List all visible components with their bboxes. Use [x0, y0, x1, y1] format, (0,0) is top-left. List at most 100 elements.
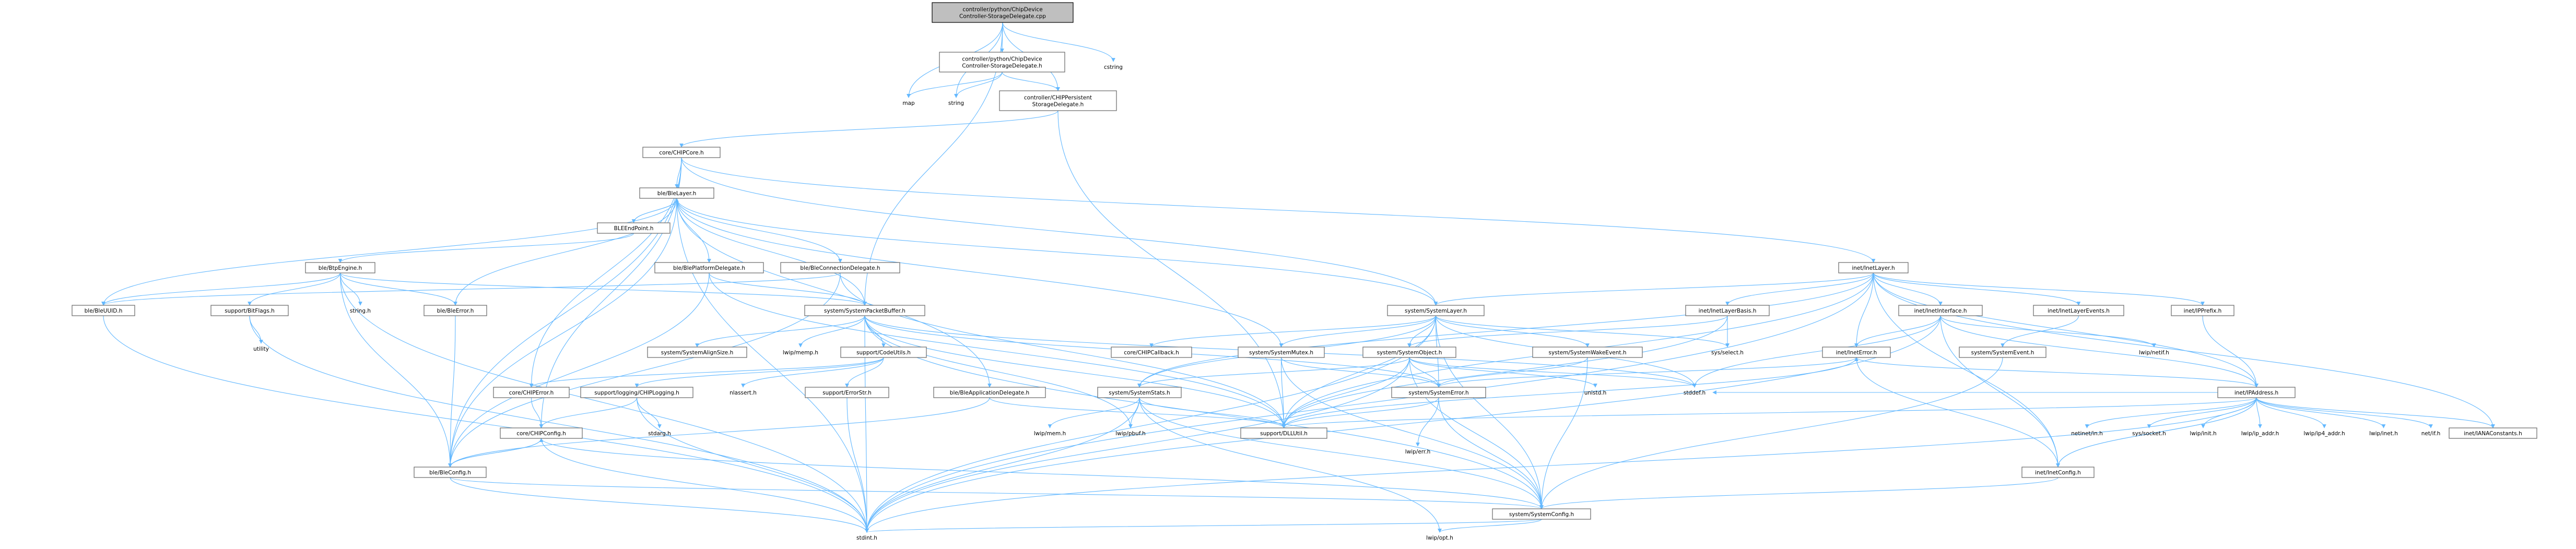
include-edge-bitflags-to-utility	[249, 315, 263, 344]
node-lwipnetif: lwip/netif.h	[2139, 350, 2169, 356]
include-edge-inetiface-to-ipaddr	[1940, 315, 2259, 388]
node-sysselect: sys/select.h	[1711, 350, 1744, 356]
node-label: Controller-StorageDelegate.cpp	[959, 14, 1046, 20]
node-sysevent[interactable]: system/SystemEvent.h	[1959, 347, 2046, 358]
node-wake[interactable]: system/SystemWakeEvent.h	[1532, 347, 1643, 358]
include-edge-bleuuid-to-stdint	[103, 315, 869, 533]
node-codeutils[interactable]: support/CodeUtils.h	[840, 347, 927, 358]
node-bleconn[interactable]: ble/BleConnectionDelegate.h	[780, 262, 900, 273]
node-label: lwip/memp.h	[783, 350, 818, 356]
node-lwipip4: lwip/ip4_addr.h	[2303, 431, 2345, 437]
node-label: system/SystemObject.h	[1377, 350, 1442, 356]
node-logging[interactable]: support/logging/CHIPLogging.h	[580, 387, 693, 398]
node-inetbasis[interactable]: inet/InetLayerBasis.h	[1685, 305, 1770, 316]
include-edge-ipaddr-to-netinet	[2085, 397, 2257, 428]
node-iana[interactable]: inet/IANAConstants.h	[2449, 427, 2537, 439]
node-label: Controller-StorageDelegate.h	[962, 63, 1042, 69]
node-bleplat[interactable]: ble/BlePlatformDelegate.h	[654, 262, 764, 273]
node-sysconfig[interactable]: system/SystemConfig.h	[1492, 508, 1591, 520]
node-errorstr[interactable]: support/ErrorStr.h	[805, 387, 889, 398]
node-persist[interactable]: controller/CHIPPersistentStorageDelegate…	[999, 90, 1117, 111]
node-blelayer[interactable]: ble/BleLayer.h	[639, 187, 714, 199]
include-edge-bleplat-to-dllutil	[709, 272, 1286, 428]
include-edge-inetlayer-to-ipaddr	[1873, 272, 2259, 388]
include-edge-inetbasis-to-sysobj	[1407, 315, 1728, 348]
include-edge-chipconfig-to-stdint	[540, 438, 869, 533]
node-label: system/SystemPacketBuffer.h	[824, 308, 905, 314]
node-spb[interactable]: system/SystemPacketBuffer.h	[804, 305, 925, 316]
node-label: utility	[253, 346, 269, 352]
node-label: inet/InetLayerBasis.h	[1699, 308, 1757, 314]
node-chipconfig[interactable]: core/CHIPConfig.h	[500, 427, 583, 439]
node-chiperror[interactable]: core/CHIPError.h	[493, 387, 570, 398]
node-box-bleconfig	[414, 467, 487, 478]
node-dllutil[interactable]: support/DLLUtil.h	[1240, 427, 1327, 439]
node-root[interactable]: controller/python/ChipDeviceController-S…	[932, 2, 1074, 23]
include-edge-wake-to-syserror	[1437, 357, 1588, 388]
node-ipaddr[interactable]: inet/IPAddress.h	[2217, 387, 2296, 398]
node-stats[interactable]: system/SystemStats.h	[1097, 387, 1182, 398]
include-edges	[101, 22, 2495, 533]
node-label: inet/IPPrefix.h	[2184, 308, 2222, 314]
node-chipcore[interactable]: core/CHIPCore.h	[642, 147, 721, 158]
node-bleerror[interactable]: ble/BleError.h	[424, 305, 487, 316]
node-callback[interactable]: core/CHIPCallback.h	[1111, 347, 1192, 358]
node-box-blelayer	[639, 187, 714, 199]
include-edge-syslayer-to-sysconfig	[1435, 315, 1544, 509]
node-mutex[interactable]: system/SystemMutex.h	[1238, 347, 1325, 358]
node-inetlayer[interactable]: inet/InetLayer.h	[1838, 262, 1909, 273]
include-edge-blelayer-to-bleplat	[676, 198, 711, 263]
include-edge-logging-to-stdint	[636, 397, 869, 533]
node-box-chipconfig	[500, 427, 583, 439]
node-bleendpoint[interactable]: BLEEndPoint.h	[597, 222, 671, 234]
node-box-btpengine	[305, 262, 375, 273]
node-inetconfig[interactable]: inet/InetConfig.h	[2021, 467, 2095, 478]
node-sysobj[interactable]: system/SystemObject.h	[1362, 347, 1456, 358]
node-label: lwip/ip4_addr.h	[2303, 431, 2345, 437]
node-label: core/CHIPCallback.h	[1124, 350, 1179, 356]
node-label: inet/InetConfig.h	[2035, 470, 2081, 476]
node-box-spb	[804, 305, 925, 316]
node-inetiface[interactable]: inet/InetInterface.h	[1898, 305, 1983, 316]
node-label: BLEEndPoint.h	[614, 225, 654, 232]
node-box-root	[932, 2, 1074, 23]
node-syslayer[interactable]: system/SystemLayer.h	[1387, 305, 1485, 316]
node-bitflags[interactable]: support/BitFlags.h	[210, 305, 289, 316]
include-edge-codeutils-to-chiperror	[529, 357, 884, 388]
node-inetevents[interactable]: inet/InetLayerEvents.h	[2033, 305, 2124, 316]
include-edge-blelayer-to-spb	[676, 198, 867, 306]
node-ssa[interactable]: system/SystemAlignSize.h	[647, 347, 747, 358]
node-label: lwip/opt.h	[1426, 535, 1453, 541]
include-edge-ipaddr-to-netif	[2256, 397, 2433, 428]
include-edge-syserror-to-dllutil	[1281, 397, 1439, 428]
node-nlassert: nlassert.h	[730, 390, 757, 396]
node-unistd: unistd.h	[1584, 390, 1606, 396]
node-label: system/SystemAlignSize.h	[661, 350, 734, 356]
include-edge-bleplat-to-spb	[709, 272, 867, 306]
node-utility: utility	[253, 346, 269, 352]
node-bleconfig[interactable]: ble/BleConfig.h	[414, 467, 487, 478]
node-btpengine[interactable]: ble/BtpEngine.h	[305, 262, 375, 273]
include-edge-inetlayer-to-ineterror	[1854, 272, 1874, 348]
include-edge-ipaddr-to-stdint	[865, 397, 2257, 533]
include-edge-bleconfig-to-chipconfig	[450, 438, 544, 468]
node-ipprefix[interactable]: inet/IPPrefix.h	[2171, 305, 2234, 316]
include-edge-stats-to-dllutil	[1139, 397, 1286, 428]
node-stddef: stddef.h	[1684, 390, 1705, 396]
include-edge-spb-to-dllutil	[864, 315, 1286, 428]
node-bleapp[interactable]: ble/BleApplicationDelegate.h	[933, 387, 1046, 398]
node-box-iana	[2449, 427, 2537, 439]
include-edge-sysevent-to-sysconfig	[1539, 357, 2003, 509]
node-syserror[interactable]: system/SystemError.h	[1391, 387, 1486, 398]
node-sdh[interactable]: controller/python/ChipDeviceController-S…	[939, 52, 1065, 73]
node-box-sysobj	[1362, 347, 1456, 358]
include-edge-sysobj-to-stdint	[865, 357, 1410, 533]
node-label: sys/select.h	[1711, 350, 1744, 356]
node-label: sys/socket.h	[2132, 431, 2166, 437]
node-label: stdarg.h	[648, 431, 671, 437]
node-bleuuid[interactable]: ble/BleUUID.h	[72, 305, 135, 316]
node-ineterror[interactable]: inet/InetError.h	[1822, 347, 1891, 358]
include-edge-ipaddr-to-iana	[2256, 397, 2495, 428]
include-edge-persist-to-dllutil	[1057, 110, 1286, 428]
node-label: lwip/init.h	[2190, 431, 2216, 437]
